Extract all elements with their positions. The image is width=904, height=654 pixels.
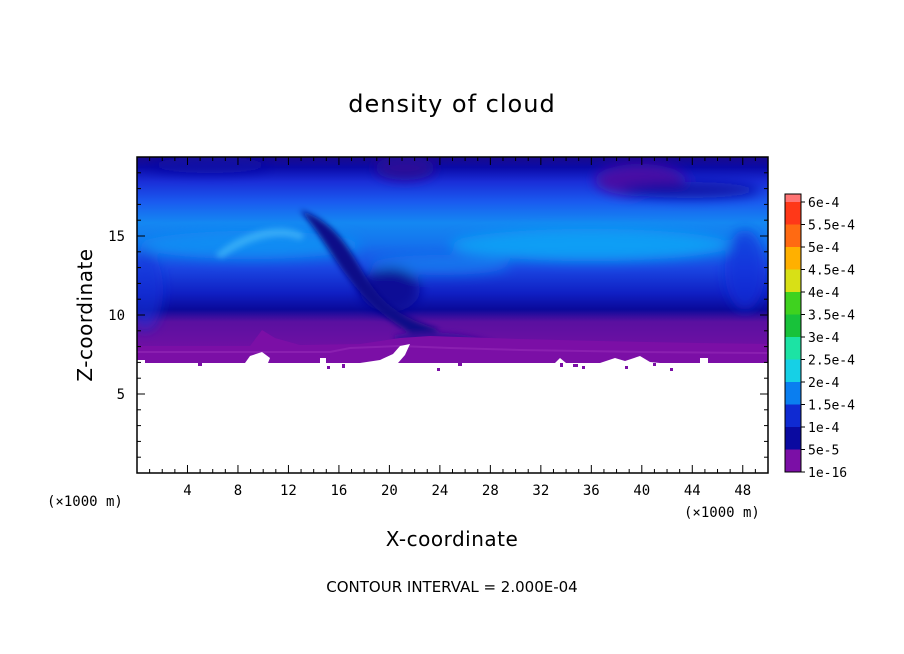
colorbar-swatch (785, 337, 801, 360)
y-tick-label: 10 (108, 308, 125, 324)
colorbar-label: 1e-4 (808, 421, 839, 436)
colorbar-label: 4.5e-4 (808, 264, 855, 279)
x-axis-label: X-coordinate (386, 527, 519, 551)
x-tick-label: 40 (633, 483, 650, 499)
x-tick-label: 4 (183, 483, 191, 499)
x-tick-label: 36 (583, 483, 600, 499)
chart-title: density of cloud (348, 90, 555, 118)
x-tick-label: 8 (234, 483, 242, 499)
colorbar-label: 1e-16 (808, 466, 847, 481)
colorbar-swatch (785, 202, 801, 225)
colorbar-swatch (785, 224, 801, 247)
colorbar-swatch (785, 292, 801, 315)
x-tick-label: 44 (684, 483, 701, 499)
x-tick-label: 28 (482, 483, 499, 499)
colorbar-swatch (785, 359, 801, 382)
y-axis-label: Z-coordinate (73, 248, 97, 381)
density-field (137, 157, 768, 363)
colorbar-label: 6e-4 (808, 196, 839, 211)
colorbar-label: 3e-4 (808, 331, 839, 346)
colorbar-swatch (785, 247, 801, 270)
colorbar-swatch (785, 449, 801, 472)
y-tick-label: 15 (108, 229, 125, 245)
y-axis-ticks: 5 10 15 (108, 172, 768, 458)
colorbar-swatch (785, 314, 801, 337)
colorbar-label: 1.5e-4 (808, 399, 855, 414)
cloud-edge-specks (198, 363, 673, 371)
colorbar-label: 2e-4 (808, 376, 839, 391)
colorbar-frame (784, 193, 802, 473)
x-tick-label: 16 (330, 483, 347, 499)
x-tick-label: 48 (734, 483, 751, 499)
colorbar-label: 5e-4 (808, 241, 839, 256)
x-axis-unit-left: (×1000 m) (47, 494, 123, 510)
x-tick-label: 12 (280, 483, 297, 499)
colorbar-label: 5e-5 (808, 444, 839, 459)
colorbar-swatch (785, 194, 801, 202)
colorbar-swatch (785, 427, 801, 450)
colorbar-label: 2.5e-4 (808, 354, 855, 369)
colorbar-label: 5.5e-4 (808, 219, 855, 234)
x-tick-label: 24 (431, 483, 448, 499)
cloud-free-region (137, 344, 768, 473)
colorbar-label: 3.5e-4 (808, 309, 855, 324)
x-axis-ticks: 4 8 12 16 20 24 28 32 36 40 44 48 (149, 157, 756, 499)
colorbar-label: 4e-4 (808, 286, 839, 301)
x-axis-unit-right: (×1000 m) (684, 505, 760, 521)
x-tick-label: 32 (532, 483, 549, 499)
colorbar-swatch (785, 269, 801, 292)
contour-interval-note: CONTOUR INTERVAL = 2.000E-04 (326, 578, 577, 596)
colorbar-swatch (785, 382, 801, 405)
colorbar-swatch (785, 404, 801, 427)
colorbar: 1e-16 5e-5 1e-4 1.5e-4 2e-4 2.5e-4 3e-4 3.5e-4 4… (784, 193, 855, 481)
y-tick-label: 5 (117, 387, 125, 403)
x-tick-label: 20 (381, 483, 398, 499)
